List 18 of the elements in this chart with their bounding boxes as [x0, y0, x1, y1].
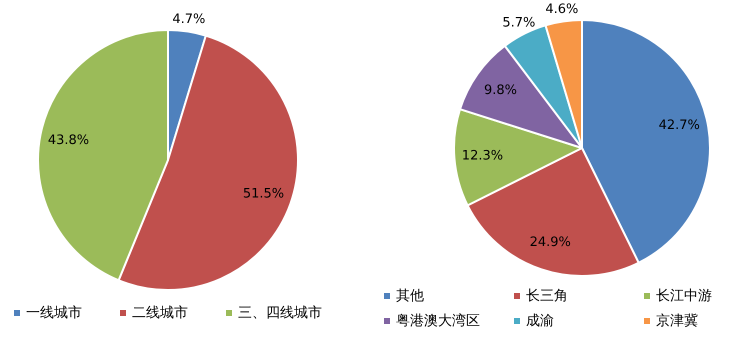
legend-label: 长三角 — [526, 288, 568, 304]
legend-label: 其他 — [396, 288, 424, 304]
legend-label: 一线城市 — [26, 305, 82, 321]
data-label: 4.7% — [172, 12, 206, 28]
data-label: 5.7% — [502, 16, 536, 31]
legend-label: 二线城市 — [132, 305, 188, 321]
legend-label: 成渝 — [526, 313, 554, 329]
legend-label: 三、四线城市 — [238, 305, 322, 321]
data-label: 9.8% — [484, 82, 518, 98]
data-label: 43.8% — [48, 132, 90, 148]
legend-label: 粤港澳大湾区 — [396, 313, 480, 329]
legend-label: 长江中游 — [656, 288, 712, 304]
data-label: 4.6% — [545, 2, 578, 17]
data-label: 12.3% — [462, 148, 504, 164]
data-label: 42.7% — [658, 118, 700, 133]
data-label: 51.5% — [242, 186, 284, 202]
data-label: 24.9% — [530, 235, 571, 250]
legend-label: 京津冀 — [656, 313, 698, 329]
